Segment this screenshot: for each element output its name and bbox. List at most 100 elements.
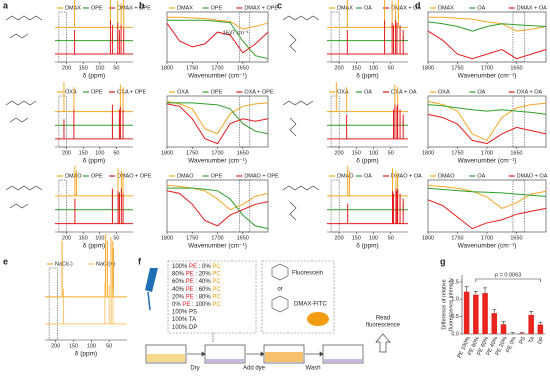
highlight-box xyxy=(58,95,67,148)
x-axis-label: δ (ppm) xyxy=(83,243,105,250)
spectrum-line xyxy=(166,100,269,135)
composition-row: 100% PE : 0% PC xyxy=(172,264,221,270)
legend-label: DMAX xyxy=(65,5,81,11)
spectrum-line xyxy=(167,16,269,30)
x-tick-label: 150 xyxy=(79,150,88,156)
legend-label: OPE xyxy=(211,173,223,179)
x-tick-label: 50 xyxy=(388,150,394,156)
composition-part: 100% PS xyxy=(172,309,197,315)
composition-part: PC xyxy=(212,279,221,285)
composition-part: : 20% xyxy=(194,271,213,277)
x-tick-label: 1800 xyxy=(161,65,173,71)
composition-part: : 40% xyxy=(194,279,213,285)
legend-label: OPE xyxy=(211,5,223,11)
composition-part: PE xyxy=(186,271,194,277)
composition-part: 100% DP xyxy=(172,324,197,330)
composition-row: 100% PS xyxy=(172,309,197,315)
legend-label: OA xyxy=(364,173,372,179)
x-axis-label: Wavenumber (cm⁻¹) xyxy=(458,243,517,250)
annotation: p = 0.0063 xyxy=(495,272,521,278)
x-tick-label: 50 xyxy=(113,150,119,156)
x-tick-label: 150 xyxy=(69,343,78,349)
x-tick-label: 200 xyxy=(62,65,71,71)
legend-label: OA xyxy=(477,173,485,179)
x-tick-label: 50 xyxy=(113,235,119,241)
x-tick-label: 1650 xyxy=(510,65,522,71)
dye-name: Fluorescein xyxy=(292,271,323,277)
composition-part: 60% xyxy=(172,279,186,285)
x-axis-label: δ (ppm) xyxy=(83,158,105,165)
legend-label: OPE xyxy=(211,89,223,95)
x-tick-label: 1750 xyxy=(451,235,463,241)
x-axis-label: Wavenumber (cm⁻¹) xyxy=(188,73,247,80)
step-label: Add dye xyxy=(243,366,266,372)
legend-label: DMAO xyxy=(177,173,194,179)
x-axis-label: δ (ppm) xyxy=(356,243,378,250)
plot-frame xyxy=(427,179,547,233)
composition-row: 0% PE : 100% PC xyxy=(172,302,221,308)
plot-frame xyxy=(427,95,547,148)
composition-part: 20% xyxy=(172,294,186,300)
legend-label: OXA + OA xyxy=(391,89,417,95)
x-tick-label: 200 xyxy=(334,235,343,241)
highlight-box xyxy=(512,179,526,233)
x-tick-label: 1750 xyxy=(186,65,198,71)
x-tick-label: 1700 xyxy=(211,150,223,156)
dye-structure xyxy=(271,263,289,313)
bar xyxy=(482,293,488,334)
bar xyxy=(500,324,507,334)
panel-label: c xyxy=(277,0,282,10)
x-tick-label: 100 xyxy=(369,65,378,71)
composition-row: 20% PE : 80% PC xyxy=(172,294,221,300)
legend-label: OPE xyxy=(91,173,103,179)
x-tick-label: 1750 xyxy=(451,65,463,71)
legend-label: OA xyxy=(477,5,485,11)
spectrum-line xyxy=(427,100,547,142)
x-tick-label: 100 xyxy=(95,235,104,241)
legend-label: OA xyxy=(364,5,372,11)
x-tick-label: 1700 xyxy=(481,65,493,71)
step-label: Wash xyxy=(305,366,320,372)
composition-part: 100% TA xyxy=(172,317,196,323)
x-tick-label: 150 xyxy=(352,65,361,71)
x-tick-label: 1650 xyxy=(237,65,249,71)
legend-label: DMAX + OPE xyxy=(117,5,151,11)
x-tick-label: 1750 xyxy=(451,150,463,156)
legend-label: OXA xyxy=(438,89,450,95)
spectrum-line xyxy=(166,184,269,211)
legend-label: DMAO + OA xyxy=(517,173,548,179)
bar xyxy=(473,294,479,334)
x-tick-label: DP xyxy=(537,336,546,346)
spectrum-line xyxy=(427,199,547,230)
x-tick-label: 150 xyxy=(79,235,88,241)
legend-label: DMAX + OA xyxy=(517,5,547,11)
x-tick-label: 100 xyxy=(369,235,378,241)
x-tick-label: 150 xyxy=(352,235,361,241)
composition-row: 100% TA xyxy=(172,317,196,323)
panel-f-graphics xyxy=(145,260,391,364)
x-tick-label: PS xyxy=(519,336,528,345)
annotation: 1637 cm⁻¹ xyxy=(223,31,249,37)
composition-part: : 100% xyxy=(190,302,212,308)
composition-part: 40% xyxy=(172,286,186,292)
panel-label: b xyxy=(139,0,145,10)
x-tick-label: 1800 xyxy=(161,235,173,241)
highlight-box xyxy=(330,11,340,63)
composition-row: 40% PE : 60% PC xyxy=(172,286,221,292)
x-axis-label: δ (ppm) xyxy=(75,351,97,358)
composition-part: : 0% xyxy=(197,264,212,270)
well-fill xyxy=(147,352,362,362)
x-tick-label: 150 xyxy=(79,65,88,71)
composition-part: PE xyxy=(186,279,194,285)
y-tick-label: 0.5 xyxy=(451,314,459,320)
x-tick-label: 100 xyxy=(95,150,104,156)
x-tick-label: 200 xyxy=(51,343,60,349)
pipette xyxy=(145,268,158,292)
legend-label: DMAX + OPE xyxy=(244,5,278,11)
spectrum-line xyxy=(427,184,547,209)
x-tick-label: 1700 xyxy=(481,235,493,241)
highlight-box xyxy=(512,11,526,63)
legend-label: DMAO + OA xyxy=(391,173,422,179)
x-axis-label: δ (ppm) xyxy=(356,158,378,165)
